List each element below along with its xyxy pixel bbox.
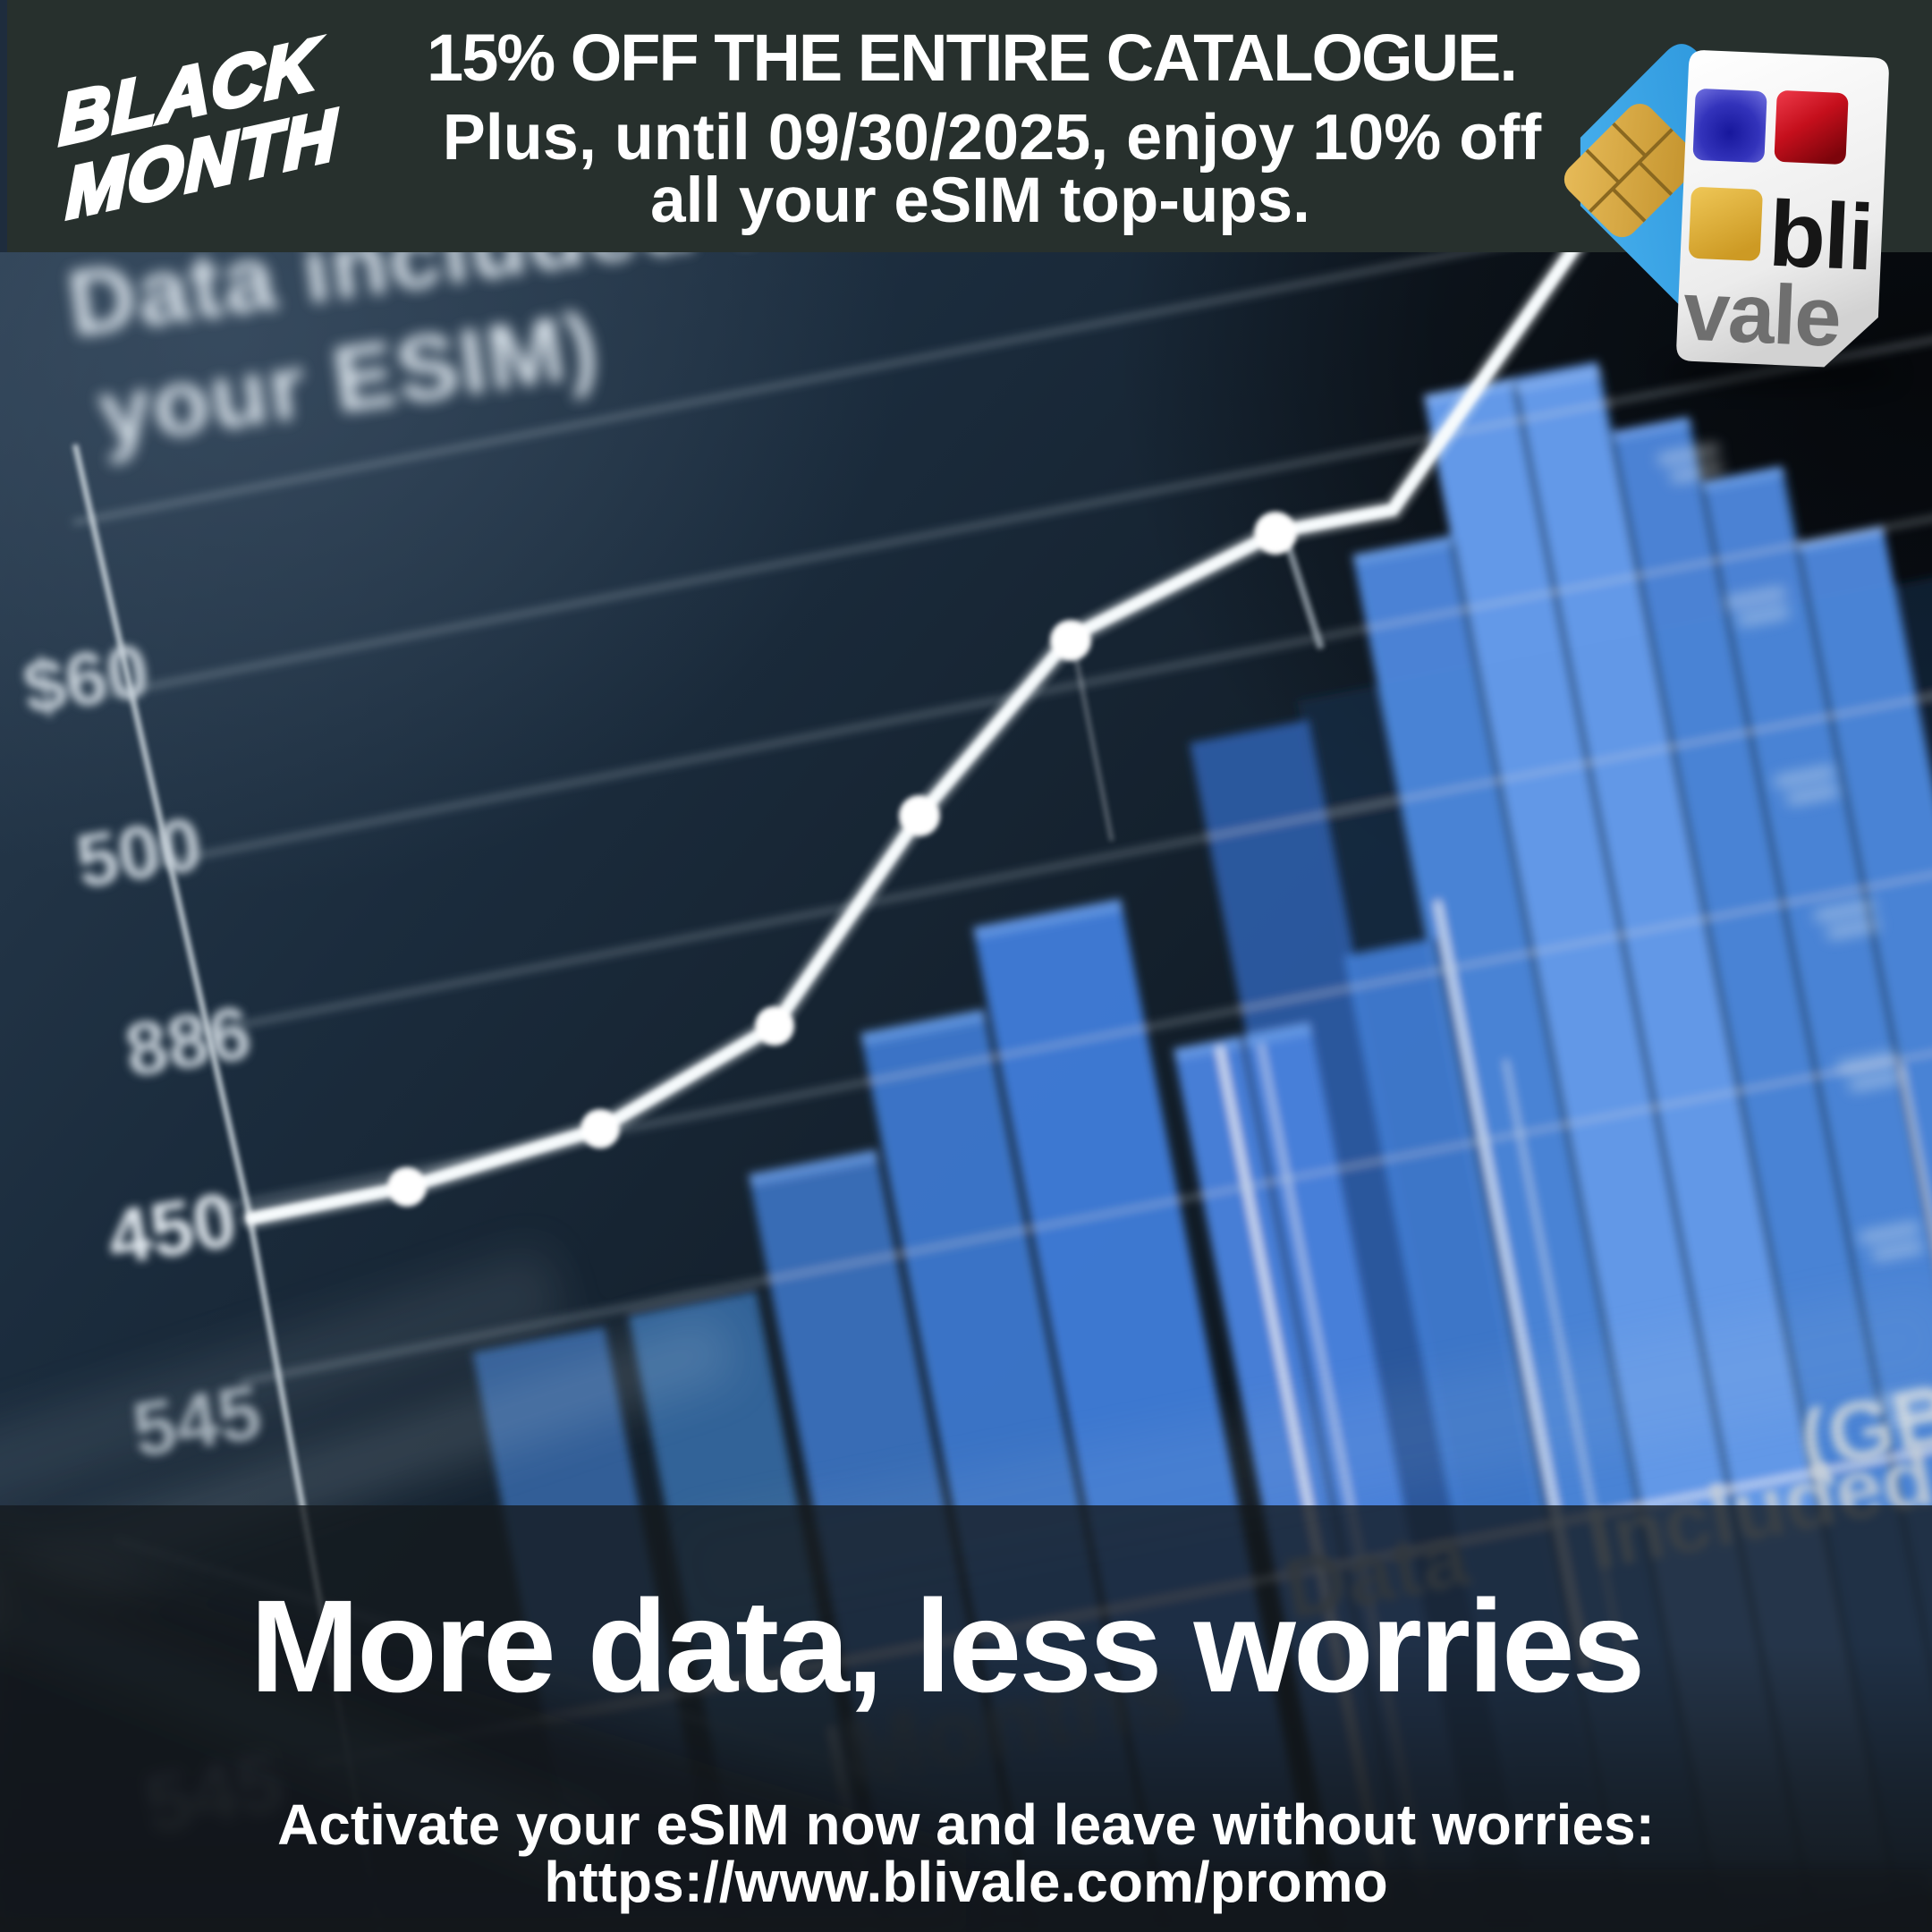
svg-text:Plus, until 09/30/2025, enjoy: Plus, until 09/30/2025, enjoy 10% off: [443, 102, 1542, 174]
svg-text:$60: $60: [18, 628, 155, 731]
svg-text:15% OFF THE ENTIRE CATALOGUE.: 15% OFF THE ENTIRE CATALOGUE.: [427, 21, 1516, 95]
svg-text:886: 886: [120, 990, 257, 1093]
svg-text:450: 450: [102, 1176, 242, 1281]
svg-text:Activate your eSIM now and lea: Activate your eSIM now and leave without…: [277, 1792, 1655, 1857]
svg-text:bli: bli: [1767, 182, 1874, 291]
svg-text:500: 500: [71, 801, 208, 904]
svg-text:vale: vale: [1682, 263, 1842, 364]
svg-text:https://www.blivale.com/promo: https://www.blivale.com/promo: [544, 1850, 1388, 1914]
svg-text:all your eSIM top-ups.: all your eSIM top-ups.: [650, 165, 1310, 236]
svg-text:More data, less worries: More data, less worries: [250, 1573, 1643, 1720]
